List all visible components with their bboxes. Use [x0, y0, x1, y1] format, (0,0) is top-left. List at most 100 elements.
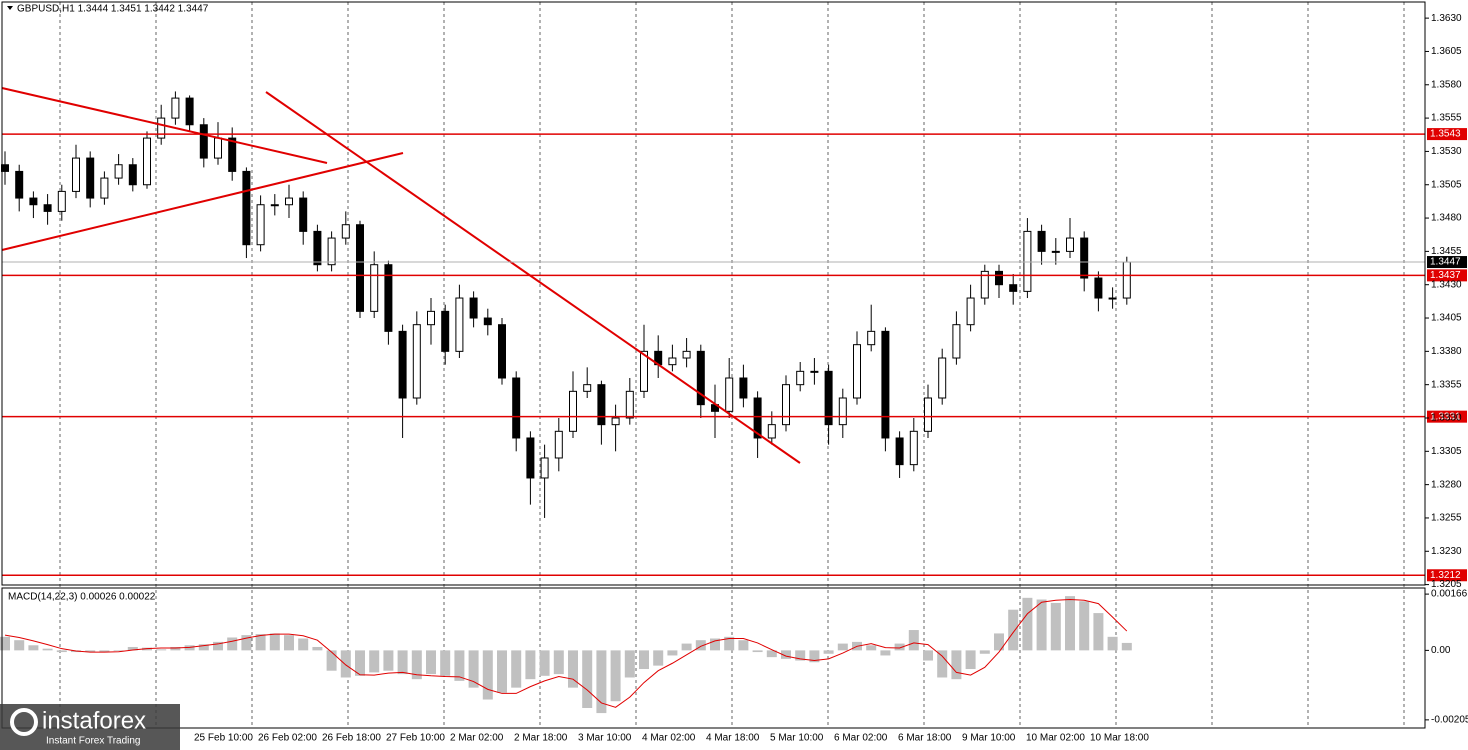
price-panel-frame	[1, 1, 1426, 586]
macd-bar	[539, 650, 550, 676]
macd-bar	[511, 650, 522, 688]
macd-bar	[28, 645, 39, 651]
macd-bar	[752, 650, 763, 653]
candle-body	[569, 390, 577, 432]
macd-bar	[326, 650, 337, 671]
macd-bar	[1121, 642, 1132, 651]
grid	[59, 2, 1405, 728]
macd-bar	[269, 633, 280, 651]
level-label-bg	[1427, 128, 1467, 141]
x-tick-label: 4 Mar 18:00	[706, 733, 760, 744]
macd-bar	[568, 650, 578, 688]
candle-body	[143, 137, 151, 186]
candle-body	[853, 344, 861, 399]
candle-body	[327, 237, 336, 266]
candle-body	[782, 384, 790, 426]
macd-bar	[923, 650, 933, 661]
candle-body	[341, 224, 350, 239]
x-tick-label: 5 Mar 10:00	[770, 733, 824, 744]
level-label: 1.3331	[1430, 411, 1461, 422]
macd-bar	[880, 650, 891, 656]
candle-body	[1094, 277, 1103, 299]
macd-bar	[298, 638, 309, 651]
macd-bar	[497, 650, 507, 693]
candle-body	[739, 377, 748, 399]
candle-body	[668, 357, 677, 366]
candle-body	[114, 164, 123, 179]
x-tick-label: 6 Mar 18:00	[898, 733, 952, 744]
candle-body	[29, 197, 38, 206]
candle-body	[895, 437, 904, 466]
level-label-bg	[1427, 569, 1467, 582]
x-tick-label: 25 Feb 10:00	[194, 733, 253, 744]
y-tick-label: 0.00	[1431, 645, 1451, 656]
y-tick-label: -0.00205	[1431, 715, 1468, 726]
candle-body	[540, 457, 549, 479]
macd-bar	[837, 643, 848, 651]
candle-body	[57, 190, 66, 212]
macd-bar	[85, 650, 96, 653]
macd-bar	[937, 650, 948, 678]
macd-bar	[213, 641, 223, 651]
y-tick-label: 1.3255	[1431, 513, 1462, 524]
macd-bar	[56, 650, 67, 653]
y-tick-label: 1.3380	[1431, 346, 1462, 357]
macd-bar	[454, 650, 465, 681]
x-tick-label: 2 Mar 02:00	[450, 733, 504, 744]
level-label-bg	[1427, 410, 1467, 423]
candle-body	[384, 264, 393, 332]
candle-body	[824, 370, 833, 426]
macd-bar	[468, 650, 479, 688]
macd-bar	[1065, 596, 1075, 651]
macd-bar	[411, 650, 422, 680]
candle-body	[725, 377, 734, 412]
macd-bar	[426, 650, 436, 675]
candle-body	[398, 330, 407, 399]
candle-body	[597, 384, 606, 426]
macd-bar	[340, 650, 351, 678]
candle-body	[1108, 297, 1117, 300]
macd-bar	[724, 636, 735, 651]
candle-body	[682, 350, 691, 359]
macd-bar	[127, 646, 138, 651]
candle-body	[43, 204, 52, 212]
y-tick-label: 1.3305	[1431, 446, 1462, 457]
y-tick-label: 1.3355	[1431, 379, 1462, 390]
macd-bar	[1050, 602, 1061, 651]
macd-bar	[227, 637, 238, 651]
y-tick-label: 1.3280	[1431, 479, 1462, 490]
candle-body	[199, 124, 208, 159]
macd-bar	[738, 640, 749, 651]
macd-bar	[525, 650, 536, 680]
y-tick-label: 1.3530	[1431, 146, 1462, 157]
macd-bar	[14, 640, 25, 651]
candle-body	[995, 270, 1003, 286]
macd-bar	[624, 650, 635, 678]
candle-body	[810, 370, 819, 373]
macd-bar	[1022, 597, 1033, 651]
macd-bar	[1036, 599, 1047, 651]
trend-line	[265, 91, 801, 464]
candle-body	[938, 357, 947, 399]
y-tick-label: 1.3505	[1431, 179, 1462, 190]
candle-body	[441, 310, 450, 352]
candle-body	[483, 317, 492, 326]
macd-bar	[440, 650, 451, 676]
macd-panel-frame	[1, 587, 1426, 729]
watermark: instaforex Instant Forex Trading	[0, 704, 180, 750]
macd-bar	[198, 644, 209, 651]
y-tick-label: 1.3580	[1431, 79, 1462, 90]
x-tick-label: 3 Mar 10:00	[578, 733, 632, 744]
macd-bar	[823, 650, 834, 654]
candle-body	[185, 97, 194, 126]
macd-bar	[482, 650, 493, 700]
macd-bar	[369, 650, 380, 673]
candle-body	[455, 297, 464, 352]
trend-lines	[1, 87, 801, 464]
macd-bar	[667, 650, 678, 656]
menu-arrow	[7, 6, 13, 10]
x-tick-label: 26 Feb 02:00	[258, 733, 317, 744]
macd-bar	[994, 633, 1004, 651]
y-tick-label: 1.3630	[1431, 13, 1462, 24]
